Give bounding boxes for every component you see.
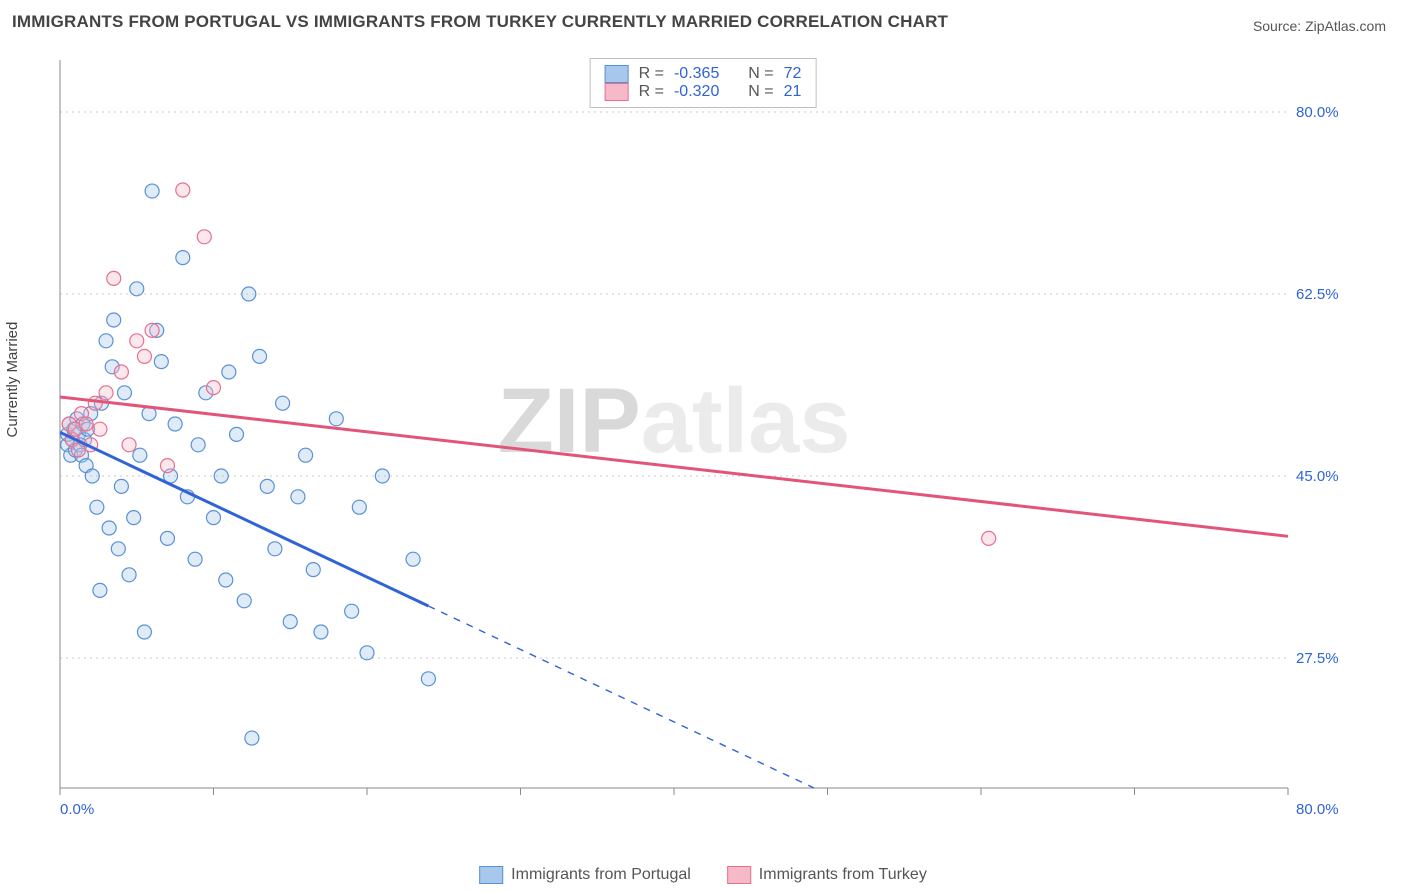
swatch-portugal <box>479 866 503 884</box>
legend-label-turkey: Immigrants from Turkey <box>759 866 927 884</box>
legend-item-portugal: Immigrants from Portugal <box>479 866 691 884</box>
source-name: ZipAtlas.com <box>1305 18 1386 34</box>
svg-text:27.5%: 27.5% <box>1296 650 1339 667</box>
legend-row-turkey: R = -0.320 N = 21 <box>605 83 802 101</box>
source-prefix: Source: <box>1253 18 1305 34</box>
scatter-plot: 27.5% 45.0% 62.5% 80.0% 0.0% 80.0% ZIPatlas <box>48 48 1348 828</box>
svg-text:0.0%: 0.0% <box>60 801 94 818</box>
r-label: R = <box>639 65 664 83</box>
source-text: Source: ZipAtlas.com <box>1253 18 1386 34</box>
legend-item-turkey: Immigrants from Turkey <box>727 866 927 884</box>
y-axis-title: Currently Married <box>4 322 21 438</box>
r-value-turkey: -0.320 <box>674 83 719 101</box>
chart-title: IMMIGRANTS FROM PORTUGAL VS IMMIGRANTS F… <box>12 12 948 32</box>
r-label: R = <box>639 83 664 101</box>
svg-text:80.0%: 80.0% <box>1296 801 1339 818</box>
swatch-turkey <box>727 866 751 884</box>
swatch-portugal <box>605 65 629 83</box>
svg-text:62.5%: 62.5% <box>1296 286 1339 303</box>
correlation-legend: R = -0.365 N = 72 R = -0.320 N = 21 <box>590 58 817 108</box>
n-label: N = <box>748 83 773 101</box>
svg-text:ZIPatlas: ZIPatlas <box>498 370 851 472</box>
n-label: N = <box>748 65 773 83</box>
n-value-portugal: 72 <box>784 65 802 83</box>
legend-row-portugal: R = -0.365 N = 72 <box>605 65 802 83</box>
n-value-turkey: 21 <box>784 83 802 101</box>
swatch-turkey <box>605 83 629 101</box>
legend-label-portugal: Immigrants from Portugal <box>511 866 691 884</box>
r-value-portugal: -0.365 <box>674 65 719 83</box>
series-legend: Immigrants from Portugal Immigrants from… <box>479 866 927 884</box>
svg-text:45.0%: 45.0% <box>1296 468 1339 485</box>
svg-text:80.0%: 80.0% <box>1296 104 1339 121</box>
